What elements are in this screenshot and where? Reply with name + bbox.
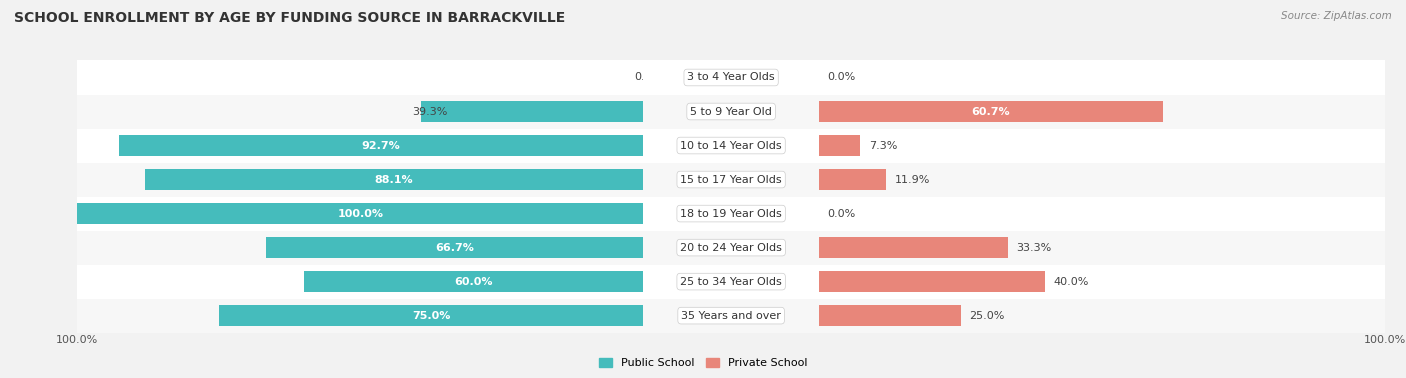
- Bar: [304, 271, 643, 292]
- Bar: [0, 197, 1406, 231]
- Bar: [0, 265, 1406, 299]
- Text: 33.3%: 33.3%: [1017, 243, 1052, 253]
- Text: 10 to 14 Year Olds: 10 to 14 Year Olds: [681, 141, 782, 150]
- Bar: [0, 94, 1406, 129]
- Bar: [0, 129, 1406, 163]
- Text: 15 to 17 Year Olds: 15 to 17 Year Olds: [681, 175, 782, 184]
- Text: 25.0%: 25.0%: [969, 311, 1004, 321]
- Bar: [0, 94, 1406, 129]
- Bar: [0, 265, 1406, 299]
- Bar: [0, 60, 1406, 94]
- Bar: [0, 129, 1406, 163]
- Text: 3 to 4 Year Olds: 3 to 4 Year Olds: [688, 73, 775, 82]
- Text: 7.3%: 7.3%: [869, 141, 897, 150]
- Text: 5 to 9 Year Old: 5 to 9 Year Old: [690, 107, 772, 116]
- Bar: [0, 94, 1406, 129]
- Text: 20 to 24 Year Olds: 20 to 24 Year Olds: [681, 243, 782, 253]
- Bar: [0, 163, 1406, 197]
- Bar: [118, 135, 643, 156]
- Bar: [0, 60, 1406, 94]
- Bar: [0, 197, 1406, 231]
- Text: 0.0%: 0.0%: [634, 73, 662, 82]
- Text: 66.7%: 66.7%: [434, 243, 474, 253]
- Bar: [0, 299, 1406, 333]
- Bar: [0, 265, 1406, 299]
- Bar: [820, 169, 886, 190]
- Text: SCHOOL ENROLLMENT BY AGE BY FUNDING SOURCE IN BARRACKVILLE: SCHOOL ENROLLMENT BY AGE BY FUNDING SOUR…: [14, 11, 565, 25]
- Bar: [0, 129, 1406, 163]
- Bar: [420, 101, 643, 122]
- Bar: [219, 305, 643, 326]
- Bar: [77, 203, 643, 224]
- Bar: [0, 231, 1406, 265]
- Text: 35 Years and over: 35 Years and over: [681, 311, 782, 321]
- Bar: [820, 101, 1163, 122]
- Bar: [266, 237, 643, 258]
- Text: Source: ZipAtlas.com: Source: ZipAtlas.com: [1281, 11, 1392, 21]
- Bar: [0, 197, 1406, 231]
- Bar: [0, 299, 1406, 333]
- Bar: [0, 163, 1406, 197]
- Bar: [0, 299, 1406, 333]
- Text: 0.0%: 0.0%: [828, 209, 856, 218]
- Bar: [820, 135, 860, 156]
- Text: 75.0%: 75.0%: [412, 311, 450, 321]
- Bar: [820, 271, 1046, 292]
- Text: 39.3%: 39.3%: [412, 107, 447, 116]
- Text: 88.1%: 88.1%: [374, 175, 413, 184]
- Text: 25 to 34 Year Olds: 25 to 34 Year Olds: [681, 277, 782, 287]
- Bar: [0, 231, 1406, 265]
- Bar: [0, 60, 1406, 94]
- Bar: [145, 169, 643, 190]
- Text: 11.9%: 11.9%: [896, 175, 931, 184]
- Text: 60.0%: 60.0%: [454, 277, 492, 287]
- Text: 0.0%: 0.0%: [828, 73, 856, 82]
- Bar: [0, 231, 1406, 265]
- Bar: [820, 305, 960, 326]
- Legend: Public School, Private School: Public School, Private School: [595, 353, 811, 372]
- Text: 40.0%: 40.0%: [1054, 277, 1090, 287]
- Text: 92.7%: 92.7%: [361, 141, 401, 150]
- Text: 100.0%: 100.0%: [337, 209, 384, 218]
- Bar: [820, 237, 1008, 258]
- Text: 60.7%: 60.7%: [972, 107, 1010, 116]
- Bar: [0, 163, 1406, 197]
- Text: 18 to 19 Year Olds: 18 to 19 Year Olds: [681, 209, 782, 218]
